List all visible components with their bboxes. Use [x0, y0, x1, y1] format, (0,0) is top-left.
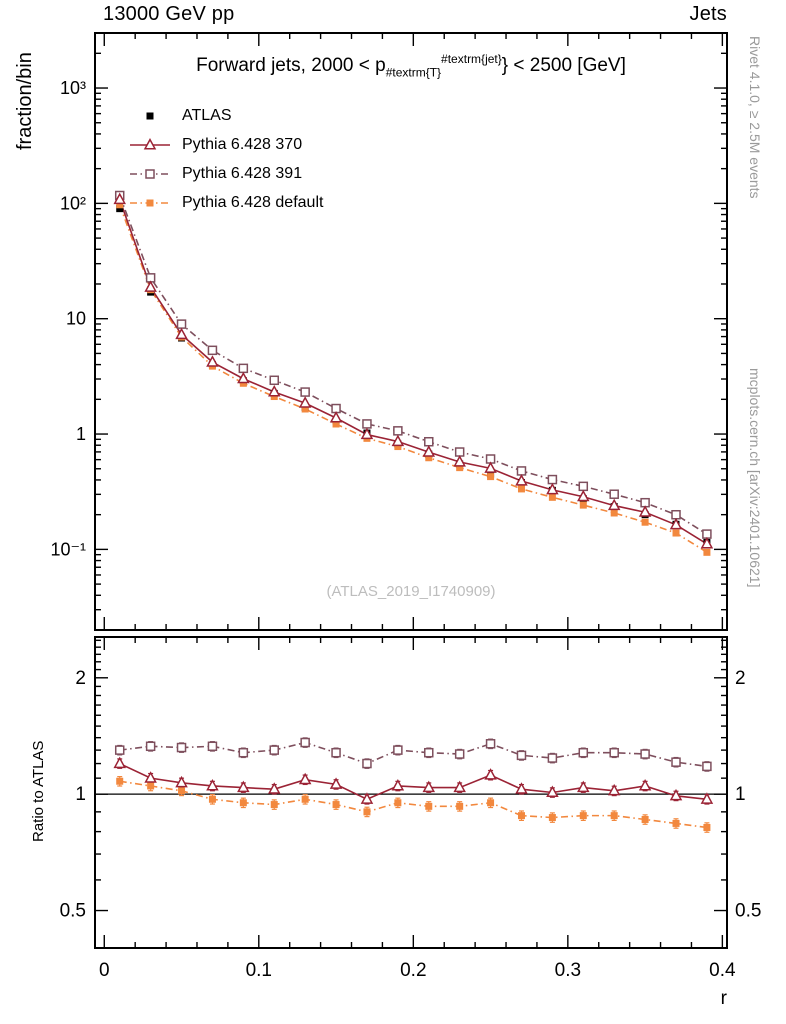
x-tick-label: 0: [99, 960, 110, 981]
main-y-tick-label: 10⁻¹: [50, 539, 86, 559]
main-y-tick-label: 10: [66, 309, 86, 329]
legend-swatch: [130, 199, 170, 207]
legend-item: Pythia 6.428 default: [128, 191, 323, 215]
x-tick-label: 0.2: [400, 960, 426, 981]
series-markers-pythia-6-428-370: [113, 192, 714, 804]
legend-swatch: [146, 112, 154, 120]
mcplots-reference-note: mcplots.cern.ch [arXiv:2401.10621]: [747, 368, 763, 588]
x-tick-label: 0.4: [709, 960, 736, 981]
rivet-version-note: Rivet 4.1.0, ≥ 2.5M events: [747, 36, 763, 199]
beam-energy-label: 13000 GeV pp: [103, 3, 235, 25]
plot-title: Forward jets, 2000 < p#textrm{T}#textrm{…: [196, 52, 626, 80]
ratio-frame: [94, 636, 728, 949]
series-markers-pythia-6-428-391: [114, 190, 712, 772]
series-line-pythia-6-428-391: [118, 195, 708, 768]
series-markers-pythia-6-428-default: [116, 201, 711, 831]
ratio-y-tick-label-left: 1: [75, 784, 86, 805]
legend-swatch: [130, 138, 170, 150]
ratio-y-tick-label-right: 2: [735, 668, 746, 689]
main-frame: [94, 32, 728, 631]
legend-item: Pythia 6.428 370: [128, 133, 323, 157]
analysis-group-label: Jets: [689, 3, 727, 25]
analysis-id-watermark: (ATLAS_2019_I1740909): [326, 583, 496, 600]
legend-item: ATLAS: [128, 104, 323, 128]
series-line-pythia-6-428-default: [118, 204, 708, 829]
legend: ATLAS Pythia 6.428 370 Pythia 6.428 391 Pyt…: [128, 104, 323, 215]
main-y-tick-label: 10³: [60, 78, 86, 98]
main-y-tick-label: 1: [76, 424, 86, 444]
legend-label: Pythia 6.428 391: [182, 165, 303, 182]
legend-label: Pythia 6.428 370: [182, 136, 303, 153]
main-y-tick-label: 10²: [60, 193, 86, 213]
legend-item: Pythia 6.428 391: [128, 162, 323, 186]
x-tick-label: 0.1: [246, 960, 272, 981]
series-errors: [117, 737, 710, 772]
series-errors: [117, 758, 710, 805]
ratio-y-tick-label-left: 0.5: [60, 901, 86, 922]
x-axis-label: r: [720, 988, 727, 1009]
x-tick-label: 0.3: [555, 960, 581, 981]
series-markers-atlas: [116, 205, 711, 546]
ratio-y-tick-label-right: 1: [735, 784, 746, 805]
series-line-pythia-6-428-370: [118, 199, 708, 801]
legend-label: ATLAS: [182, 107, 232, 124]
ratio-y-tick-label-right: 0.5: [735, 901, 761, 922]
legend-swatch: [130, 169, 170, 179]
legend-label: Pythia 6.428 default: [182, 194, 324, 211]
ratio-y-tick-label-left: 2: [75, 668, 86, 689]
